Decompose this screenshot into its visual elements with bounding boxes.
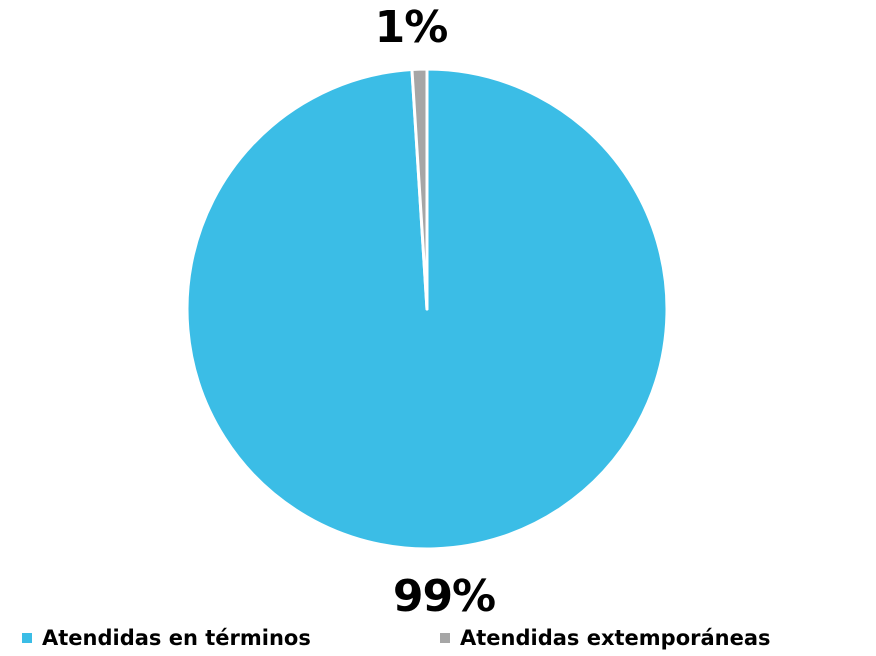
legend-swatch-extemporaneas	[440, 633, 450, 643]
legend-label-extemporaneas: Atendidas extemporáneas	[460, 626, 771, 650]
legend-item-en-terminos: Atendidas en términos	[22, 620, 311, 656]
legend-label-en-terminos: Atendidas en términos	[42, 626, 311, 650]
data-label-en-terminos: 99%	[393, 571, 495, 622]
pie-slice-extemporaneas	[410, 67, 429, 311]
legend-swatch-en-terminos	[22, 633, 32, 643]
pie-slices	[185, 67, 669, 551]
data-label-extemporaneas: 1%	[375, 2, 448, 53]
legend-item-extemporaneas: Atendidas extemporáneas	[440, 620, 771, 656]
chart-legend: Atendidas en términos Atendidas extempor…	[0, 620, 876, 656]
